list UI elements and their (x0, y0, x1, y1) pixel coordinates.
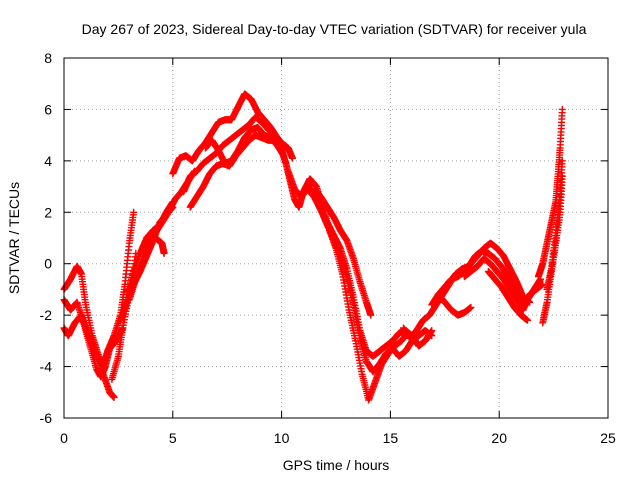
data-point (288, 154, 296, 162)
satellite-track (310, 185, 375, 319)
x-tick-labels: 0 5 10 15 20 25 (60, 430, 616, 446)
axis-ticks (63, 57, 609, 419)
y-axis-label: SDTVAR / TECUs (6, 182, 22, 294)
x-tick-label: 25 (600, 430, 616, 446)
data-point (558, 105, 566, 113)
satellite-track (543, 157, 566, 293)
data-markers (60, 90, 566, 404)
y-tick-label: 8 (44, 50, 52, 66)
y-tick-label: -6 (40, 410, 53, 426)
x-tick-label: 20 (491, 430, 507, 446)
satellite-track (434, 291, 475, 319)
data-point (110, 393, 118, 401)
data-point (467, 303, 475, 311)
data-point (558, 157, 566, 165)
y-tick-label: 2 (44, 204, 52, 220)
x-tick-label: 0 (60, 430, 68, 446)
data-point (523, 316, 531, 324)
satellite-track (460, 255, 547, 314)
satellite-track (60, 208, 138, 371)
satellite-track (169, 90, 281, 178)
satellite-track (534, 105, 566, 281)
y-tick-label: 6 (44, 101, 52, 117)
y-tick-label: 0 (44, 256, 52, 272)
x-tick-label: 15 (383, 430, 399, 446)
data-point (160, 249, 168, 257)
y-tick-labels: -6 -4 -2 0 2 4 6 8 (40, 50, 53, 426)
data-point (367, 311, 375, 319)
satellite-track (484, 267, 531, 324)
data-point (130, 208, 138, 216)
data-point (428, 327, 436, 335)
y-tick-label: -2 (40, 307, 53, 323)
satellite-track (138, 231, 168, 257)
x-tick-label: 10 (274, 430, 290, 446)
x-axis-label: GPS time / hours (283, 457, 390, 473)
satellite-track (180, 113, 292, 196)
chart-title: Day 267 of 2023, Sidereal Day-to-day VTE… (82, 21, 587, 37)
plot-frame (63, 57, 609, 419)
grid-lines (64, 58, 608, 418)
y-tick-label: 4 (44, 153, 52, 169)
satellite-track (428, 239, 534, 309)
satellite-track (108, 198, 177, 383)
y-tick-label: -4 (40, 359, 53, 375)
x-tick-label: 5 (169, 430, 177, 446)
